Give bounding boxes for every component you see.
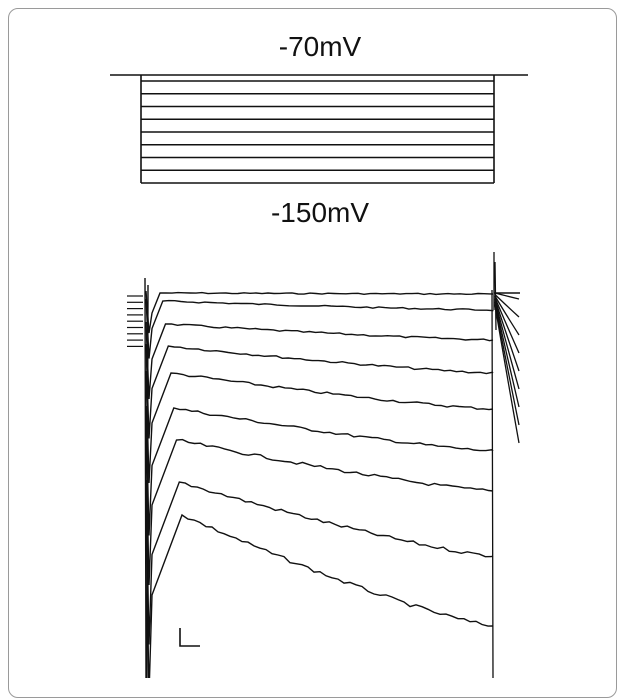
electrophysiology-figure: -70mV -150mV [110, 31, 528, 678]
tail-current-trace [494, 304, 520, 444]
tail-current-trace [494, 297, 520, 354]
level-tick-marks [127, 295, 143, 347]
capacitive-artifact-offset [491, 252, 497, 678]
tail-current-trace [494, 295, 520, 336]
voltage-steps [141, 80, 494, 184]
tail-current-trace [494, 298, 520, 372]
current-trace [145, 298, 494, 359]
current-trace [145, 343, 494, 439]
voltage-step-protocol: -70mV -150mV [110, 31, 528, 228]
current-traces [145, 290, 494, 678]
min-step-potential-label: -150mV [271, 197, 369, 228]
capacitive-artifact-onset [144, 277, 149, 678]
tail-currents [494, 292, 520, 444]
current-trace [145, 512, 494, 678]
tail-current-trace [494, 294, 520, 318]
current-recording [127, 252, 520, 678]
current-trace [145, 437, 494, 586]
current-trace [145, 370, 494, 484]
tail-current-trace [494, 303, 520, 426]
current-trace [145, 321, 494, 400]
holding-potential-label: -70mV [279, 31, 362, 62]
tail-current-trace [494, 301, 520, 408]
current-trace [145, 479, 494, 645]
scale-bar [179, 628, 200, 647]
current-trace [145, 290, 494, 334]
current-trace [145, 405, 494, 536]
